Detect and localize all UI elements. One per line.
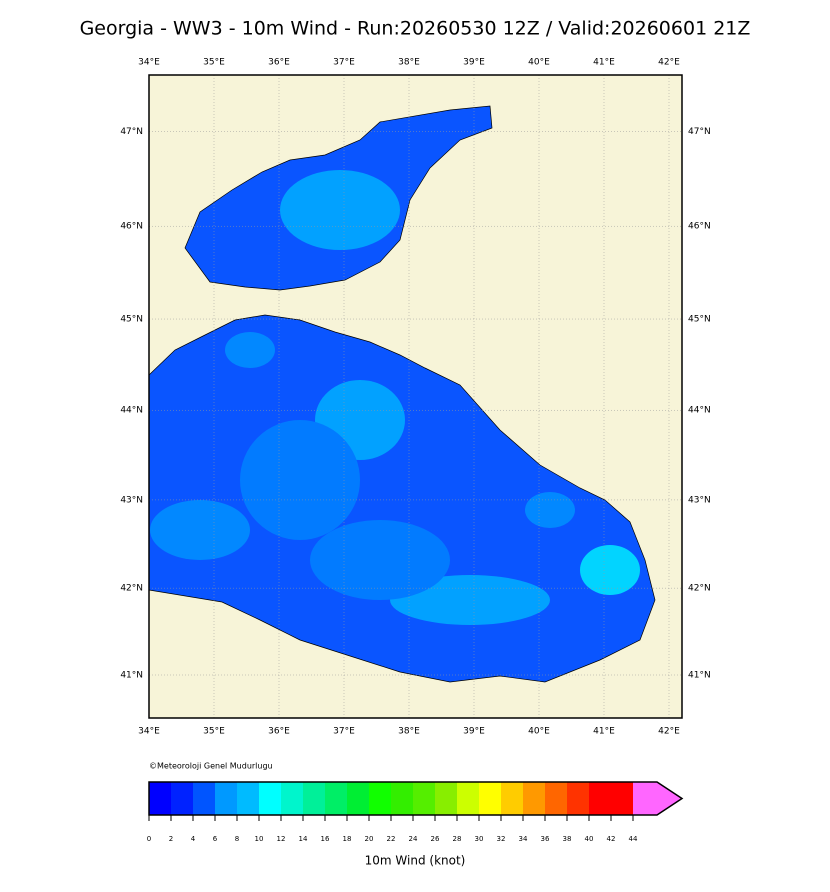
wind-speed-shading — [150, 170, 640, 625]
lat-tick-label: 44°N — [120, 406, 143, 416]
colorbar-tick-label: 24 — [409, 835, 418, 843]
lat-tick-label: 46°N — [688, 222, 711, 232]
colorbar-tick-label: 16 — [321, 835, 330, 843]
colorbar-tick-label: 26 — [431, 835, 440, 843]
colorbar-tick-label: 14 — [299, 835, 308, 843]
colorbar-tick-label: 30 — [475, 835, 484, 843]
colorbar-box — [479, 782, 501, 815]
lon-tick-label: 40°E — [528, 58, 550, 68]
lat-tick-label: 42°N — [688, 584, 711, 594]
colorbar-tick-label: 32 — [497, 835, 506, 843]
lon-tick-label: 38°E — [398, 727, 420, 737]
lat-tick-label: 46°N — [120, 222, 143, 232]
colorbar-tick-label: 6 — [213, 835, 218, 843]
colorbar-tick-label: 12 — [277, 835, 286, 843]
colorbar-box — [369, 782, 391, 815]
lon-tick-label: 36°E — [268, 727, 290, 737]
colorbar-box — [611, 782, 633, 815]
colorbar-tick-label: 4 — [191, 835, 196, 843]
colorbar-tick-label: 20 — [365, 835, 374, 843]
grid — [149, 75, 682, 718]
lat-tick-label: 44°N — [688, 406, 711, 416]
lat-tick-label: 42°N — [120, 584, 143, 594]
colorbar-tick-label: 28 — [453, 835, 462, 843]
colorbar-box — [391, 782, 413, 815]
lon-tick-label: 34°E — [138, 58, 160, 68]
colorbar-box — [567, 782, 589, 815]
colorbar-box — [193, 782, 215, 815]
lat-tick-label: 43°N — [688, 495, 711, 505]
lon-tick-label: 39°E — [463, 58, 485, 68]
colorbar-box — [589, 782, 611, 815]
colorbar-tick-label: 36 — [541, 835, 550, 843]
lon-tick-label: 36°E — [268, 58, 290, 68]
colorbar-box — [303, 782, 325, 815]
lat-tick-label: 45°N — [688, 315, 711, 325]
colorbar-box — [545, 782, 567, 815]
colorbar-box — [457, 782, 479, 815]
lon-tick-label: 41°E — [593, 727, 615, 737]
colorbar-tick-label: 34 — [519, 835, 528, 843]
lon-tick-label: 40°E — [528, 727, 550, 737]
colorbar-extension — [633, 782, 682, 815]
colorbar-box — [347, 782, 369, 815]
lon-tick-label: 38°E — [398, 58, 420, 68]
lon-tick-label: 41°E — [593, 58, 615, 68]
lon-tick-label: 42°E — [658, 727, 680, 737]
colorbar-box — [413, 782, 435, 815]
colorbar-box — [149, 782, 171, 815]
title: Georgia - WW3 - 10m Wind - Run:20260530 … — [80, 18, 751, 40]
copyright: ©Meteoroloji Genel Mudurlugu — [149, 762, 273, 771]
lon-tick-label: 37°E — [333, 58, 355, 68]
colorbar-tick-label: 44 — [629, 835, 638, 843]
colorbar-label: 10m Wind (knot) — [365, 854, 466, 868]
lon-tick-label: 42°E — [658, 58, 680, 68]
colorbar-box — [281, 782, 303, 815]
lon-tick-label: 39°E — [463, 727, 485, 737]
lon-tick-label: 35°E — [203, 58, 225, 68]
lat-tick-label: 47°N — [120, 127, 143, 137]
colorbar-box — [237, 782, 259, 815]
lat-tick-label: 47°N — [688, 127, 711, 137]
lat-tick-label: 43°N — [120, 495, 143, 505]
lon-tick-label: 34°E — [138, 727, 160, 737]
colorbar-tick-label: 0 — [147, 835, 151, 843]
map-area — [149, 75, 682, 718]
lon-tick-label: 35°E — [203, 727, 225, 737]
colorbar-box — [435, 782, 457, 815]
map-frame — [148, 74, 683, 719]
colorbar-box — [215, 782, 237, 815]
colorbar-box — [171, 782, 193, 815]
colorbar-box — [325, 782, 347, 815]
colorbar-tick-label: 8 — [235, 835, 239, 843]
colorbar-box — [501, 782, 523, 815]
lat-tick-label: 41°N — [120, 671, 143, 681]
colorbar-tick-label: 2 — [169, 835, 173, 843]
colorbar-tick-label: 18 — [343, 835, 352, 843]
colorbar-tick-label: 38 — [563, 835, 572, 843]
colorbar-tick-label: 40 — [585, 835, 594, 843]
colorbar-tick-label: 22 — [387, 835, 396, 843]
colorbar-tick-label: 10 — [255, 835, 264, 843]
colorbar-box — [259, 782, 281, 815]
lon-tick-label: 37°E — [333, 727, 355, 737]
colorbar-outline — [148, 781, 684, 816]
colorbar-tick-label: 42 — [607, 835, 616, 843]
colorbar-box — [523, 782, 545, 815]
lat-tick-label: 45°N — [120, 315, 143, 325]
lat-tick-label: 41°N — [688, 671, 711, 681]
